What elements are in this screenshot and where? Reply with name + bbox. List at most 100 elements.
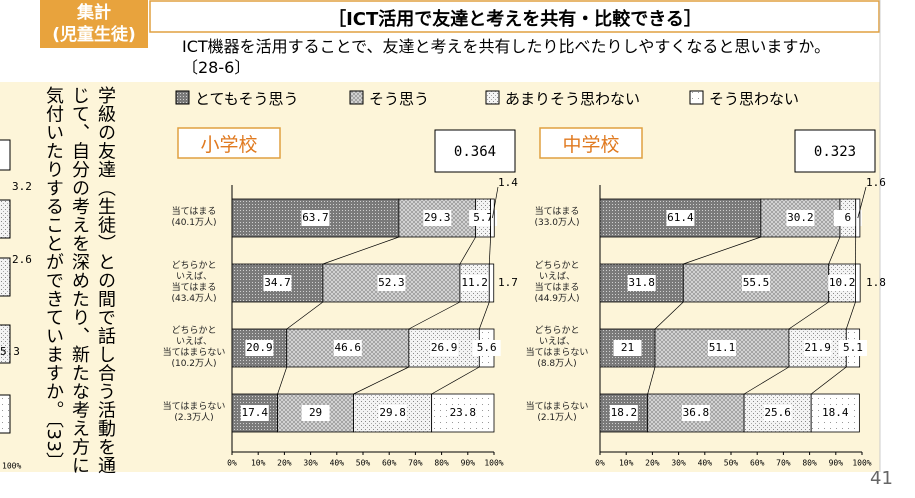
connector xyxy=(488,236,491,265)
fragment-label: 3.2 xyxy=(12,180,32,193)
vertical-question: 学級の友達（生徒）との間で話し合う活動を通じて、自分の考えを深めたり、新たな考え… xyxy=(43,86,116,475)
value-label: 1.6 xyxy=(866,176,886,189)
category-label: 当てはまる (33.0万人) xyxy=(534,207,580,228)
value-label: 51.1 xyxy=(709,341,736,354)
value-label-box xyxy=(472,340,501,356)
connector xyxy=(828,236,841,265)
category-label: どちらかと いえば、 当てはまらない (8.8万人) xyxy=(525,326,589,369)
value-label: 23.8 xyxy=(450,406,477,419)
value-label-box xyxy=(803,340,832,356)
leader-line xyxy=(857,186,867,219)
side-label-line: (児童生徒) xyxy=(52,25,136,45)
value-label-box xyxy=(763,405,792,421)
value-label-box xyxy=(301,405,330,421)
chart-title: 中学校 xyxy=(562,134,620,156)
value-label: 26.9 xyxy=(431,341,458,354)
value-label-box xyxy=(240,405,269,421)
value-label: 5.7 xyxy=(473,211,493,224)
chart-title-box xyxy=(177,127,281,159)
value-label: 18.2 xyxy=(611,406,638,419)
legend-label: そう思わない xyxy=(709,90,800,108)
value-label: 17.4 xyxy=(242,406,269,419)
x-tick-label: 20% xyxy=(645,459,660,468)
value-label: 30.2 xyxy=(787,211,814,224)
side-label-line: 集計 xyxy=(77,3,111,23)
value-label: 29.3 xyxy=(424,211,451,224)
x-tick-label: 60% xyxy=(382,459,397,468)
value-label-box xyxy=(707,340,736,356)
connector xyxy=(478,301,490,330)
value-label: 61.4 xyxy=(667,211,694,224)
connector xyxy=(647,366,656,395)
value-label-box xyxy=(430,340,459,356)
value-label-box xyxy=(469,210,498,226)
value-label-box xyxy=(460,275,489,291)
connector xyxy=(353,366,410,395)
value-label: 21 xyxy=(621,341,634,354)
connector xyxy=(683,236,761,265)
value-label: 29 xyxy=(309,406,322,419)
bar-segment xyxy=(855,263,861,303)
x-tick-label: 70% xyxy=(776,459,791,468)
connector xyxy=(431,366,480,395)
category-label: どちらかと いえば、 当てはまる (44.9万人) xyxy=(534,261,580,304)
category-label: 当てはまらない (2.3万人) xyxy=(162,402,226,423)
connector xyxy=(286,301,324,330)
value-label-box xyxy=(263,275,292,291)
value-label: 46.6 xyxy=(335,341,362,354)
coefficient: 0.364 xyxy=(454,144,496,160)
value-label-box xyxy=(681,405,710,421)
title: ［ICT活用で友達と考えを共有・比較できる］ xyxy=(328,9,702,30)
connector xyxy=(277,366,288,395)
value-label: 29.8 xyxy=(379,406,406,419)
leader-line xyxy=(492,186,499,219)
legend-label: そう思う xyxy=(369,90,430,108)
connector xyxy=(845,301,856,330)
value-label-box xyxy=(742,275,771,291)
value-label: 55.5 xyxy=(743,276,770,289)
value-label: 25.6 xyxy=(764,406,791,419)
connector xyxy=(459,236,476,265)
fragment-box xyxy=(0,139,11,171)
value-label: 5.1 xyxy=(843,341,863,354)
value-label: 34.7 xyxy=(264,276,291,289)
x-tick-label: 10% xyxy=(619,459,634,468)
x-tick-label: 50% xyxy=(724,459,739,468)
value-label: 11.2 xyxy=(461,276,488,289)
connector xyxy=(743,366,790,395)
value-label: 21.9 xyxy=(804,341,831,354)
value-label: 1.7 xyxy=(498,276,518,289)
value-label: 6 xyxy=(845,211,852,224)
fragment-label: 5.3 xyxy=(0,345,20,358)
value-label: 10.2 xyxy=(829,276,856,289)
x-tick-label: 90% xyxy=(461,459,476,468)
value-label-box xyxy=(666,210,695,226)
connector xyxy=(788,301,829,330)
x-tick-label: 0% xyxy=(595,459,605,468)
legend-label: とてもそう思う xyxy=(195,90,299,108)
chart-title-box xyxy=(539,127,643,159)
value-label: 5.6 xyxy=(477,341,497,354)
x-tick-label: 40% xyxy=(698,459,713,468)
side-label-box xyxy=(40,0,148,48)
x-tick-label: 70% xyxy=(408,459,423,468)
value-label-box xyxy=(423,210,452,226)
x-tick-label: 0% xyxy=(227,459,237,468)
legend-label: あまりそう思わない xyxy=(505,90,641,108)
value-label: 52.3 xyxy=(378,276,405,289)
value-label-box xyxy=(301,210,330,226)
fragment-axis-label: 100% xyxy=(2,462,21,471)
bar-segment xyxy=(488,263,495,303)
connector xyxy=(322,236,400,265)
value-label-box xyxy=(448,405,477,421)
category-label: どちらかと いえば、 当てはまらない (10.2万人) xyxy=(162,326,226,369)
value-label: 1.8 xyxy=(866,276,886,289)
value-label-box xyxy=(378,405,407,421)
x-tick-label: 60% xyxy=(750,459,765,468)
value-label-box xyxy=(821,405,850,421)
category-label: どちらかと いえば、 当てはまる (43.4万人) xyxy=(171,261,217,304)
value-label-box xyxy=(838,340,867,356)
x-tick-label: 30% xyxy=(671,459,686,468)
